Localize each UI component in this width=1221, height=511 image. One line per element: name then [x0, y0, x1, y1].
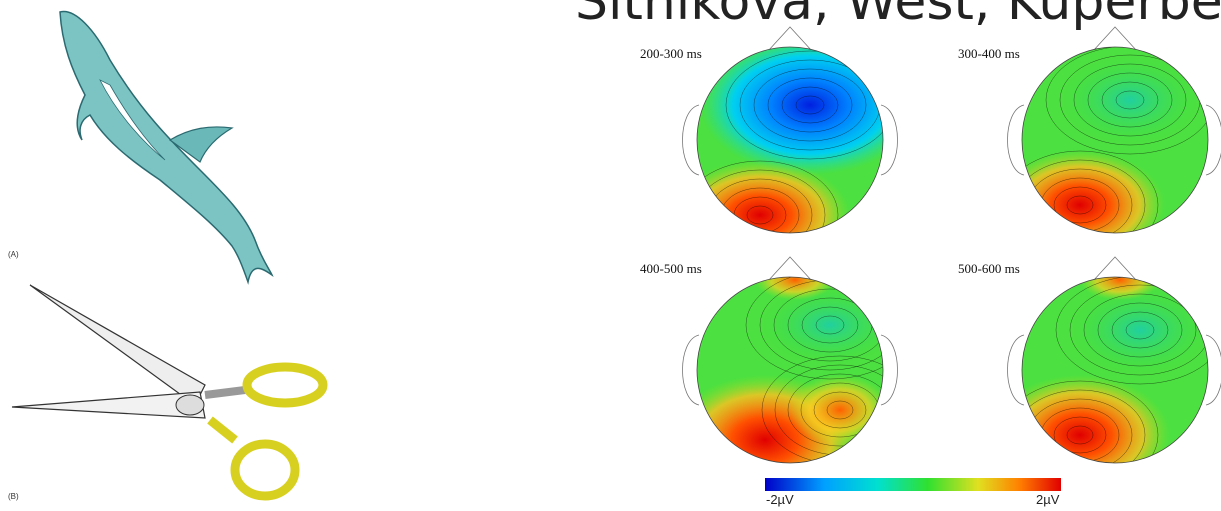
map-fill	[990, 260, 1221, 495]
ear	[1008, 335, 1025, 405]
blob	[670, 160, 850, 270]
ear	[683, 105, 700, 175]
map-fill	[670, 260, 918, 505]
scissors-drawing	[12, 285, 323, 496]
topomap-label: 400-500 ms	[640, 261, 702, 277]
colorbar-min-label: -2µV	[766, 492, 794, 507]
ear	[881, 335, 898, 405]
topomap	[670, 257, 918, 505]
map-fill	[995, 46, 1214, 260]
panel-label: (A)	[8, 250, 19, 259]
title: Sitnikova, West, Kuperbe	[575, 0, 1221, 32]
blob	[1060, 55, 1200, 145]
slide: Sitnikova, West, Kuperbe (A) (B) 200-300…	[0, 0, 1221, 511]
colorbar-max-label: 2µV	[1036, 492, 1059, 507]
topomaps	[670, 27, 1221, 505]
ear	[683, 335, 700, 405]
ear	[881, 105, 898, 175]
blob	[790, 375, 890, 445]
blob	[1070, 285, 1210, 375]
topomap	[995, 27, 1221, 260]
blob	[700, 35, 920, 175]
topomap	[670, 27, 920, 270]
topomap	[990, 257, 1221, 495]
blob	[995, 150, 1165, 260]
topomap-label: 500-600 ms	[958, 261, 1020, 277]
blob	[990, 375, 1170, 495]
dolphin-drawing	[60, 12, 272, 282]
panel-label: (B)	[8, 492, 19, 501]
artwork	[0, 0, 1221, 511]
topomap-label: 300-400 ms	[958, 46, 1020, 62]
colorbar	[765, 478, 1061, 491]
topomap-label: 200-300 ms	[640, 46, 702, 62]
ear	[1008, 105, 1025, 175]
